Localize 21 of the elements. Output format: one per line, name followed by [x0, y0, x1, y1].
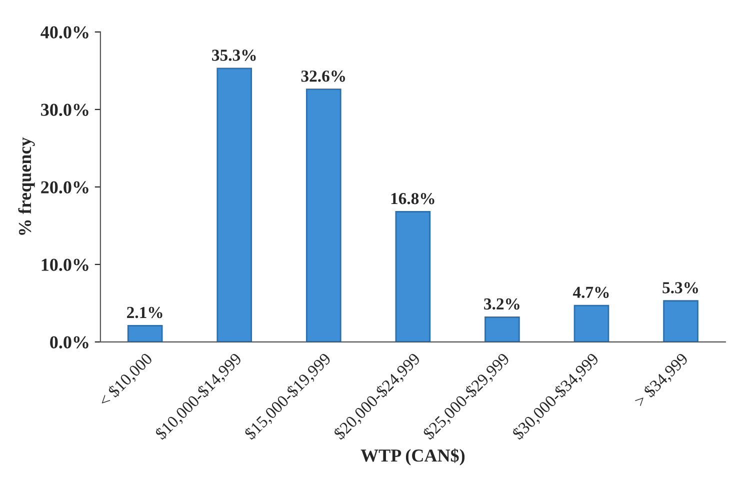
data-label: 2.1%	[127, 306, 162, 318]
bar	[306, 88, 342, 342]
y-tick-label: 30.0%	[41, 104, 88, 116]
data-label: 4.7%	[572, 286, 609, 298]
y-axis-title: % frequency	[18, 137, 35, 235]
bar	[127, 324, 163, 342]
y-tick-label: 40.0%	[40, 26, 88, 38]
y-tick-label: 10.0%	[42, 258, 88, 271]
y-tick-label: 0.0%	[50, 336, 88, 348]
data-label: 35.3%	[212, 50, 256, 61]
bar	[663, 300, 698, 342]
x-axis-title: WTP (CAN$)	[360, 448, 465, 466]
data-label: 5.3%	[662, 282, 698, 294]
bar	[395, 211, 431, 342]
y-tick-label: 20.0%	[41, 181, 88, 194]
data-label: 16.8%	[391, 192, 434, 204]
bar	[216, 68, 252, 342]
data-label: 32.6%	[301, 70, 345, 82]
bar	[484, 316, 520, 342]
data-label: 3.2%	[484, 298, 520, 310]
bar	[574, 304, 610, 342]
